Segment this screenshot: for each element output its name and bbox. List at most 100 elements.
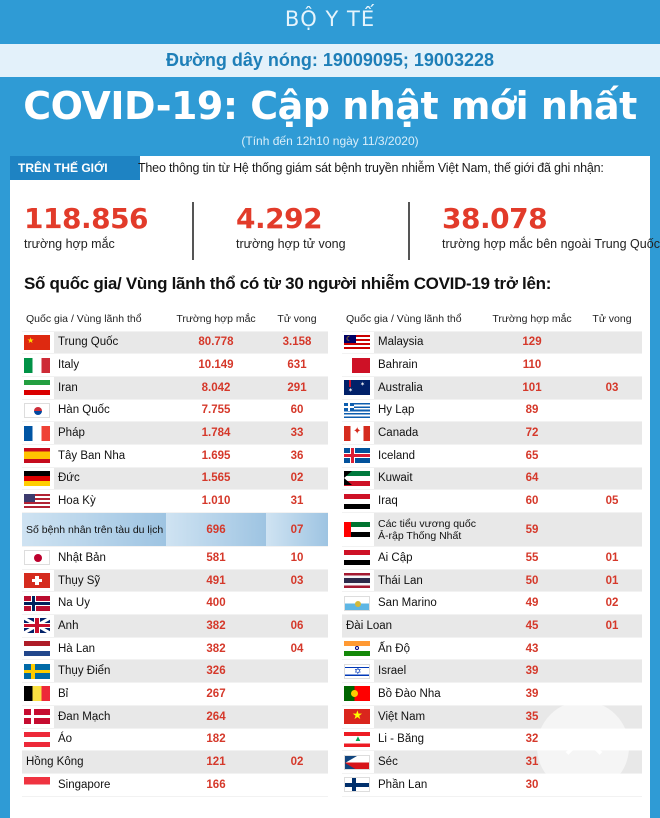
country-name: Việt Nam — [374, 705, 482, 729]
stat-outside-china: 38.078 trường hợp mắc bên ngoài Trung Qu… — [442, 202, 660, 251]
deaths-value: 01 — [582, 569, 642, 593]
cases-value: 491 — [166, 569, 266, 593]
deaths-value: 06 — [266, 614, 328, 638]
us-flag-icon — [22, 489, 54, 513]
table-row: ☾ Malaysia 129 — [342, 331, 642, 355]
scroll-to-top-button[interactable] — [537, 701, 629, 793]
table-row: Hy Lạp 89 — [342, 399, 642, 423]
table-row: Ấn Độ 43 — [342, 637, 642, 661]
country-name: Séc — [374, 750, 482, 774]
cases-value: 101 — [482, 376, 582, 400]
table-row: Số bệnh nhân trên tàu du lịch 696 07 — [22, 512, 328, 547]
cases-value: 581 — [166, 546, 266, 570]
cases-value: 1.010 — [166, 489, 266, 513]
country-name: Các tiểu vương quốc Ả-rập Thống Nhất — [374, 512, 482, 547]
country-name: Hy Lạp — [374, 399, 482, 423]
country-name: Hà Lan — [54, 637, 166, 661]
deaths-value: 05 — [582, 489, 642, 513]
table-row: Đan Mạch 264 — [22, 705, 328, 729]
it-flag-icon — [22, 353, 54, 377]
country-name: Israel — [374, 659, 482, 684]
stat-value: 4.292 — [236, 202, 323, 235]
cases-value: 1.565 — [166, 467, 266, 491]
table-row: ✡ Israel 39 — [342, 659, 642, 684]
country-name: Áo — [54, 728, 166, 752]
column-header-cases: Trường hợp mắc — [482, 307, 582, 332]
country-name: Hoa Kỳ — [54, 489, 166, 513]
country-table-left: Quốc gia / Vùng lãnh thổ Trường hợp mắc Tử… — [22, 307, 328, 797]
table-row: Iraq 60 05 — [342, 489, 642, 513]
bh-flag-icon — [342, 353, 374, 377]
table-row: Đài Loan 45 01 — [342, 614, 642, 638]
kr-flag-icon — [22, 399, 54, 423]
cases-value: 382 — [166, 614, 266, 638]
th-flag-icon — [342, 569, 374, 593]
table-row: Áo 182 — [22, 728, 328, 752]
cases-value: 1.695 — [166, 444, 266, 468]
cn-flag-icon: ★ — [22, 331, 54, 355]
as-of-timestamp: (Tính đến 12h10 ngày 11/3/2020) — [241, 134, 419, 148]
deaths-value — [266, 773, 328, 797]
deaths-value: 02 — [266, 750, 328, 774]
stat-deaths: 4.292 trường hợp tử vong — [236, 202, 346, 251]
table-row: Italy 10.149 631 — [22, 353, 328, 377]
country-name: Nhật Bản — [54, 546, 166, 570]
cases-value: 129 — [482, 331, 582, 355]
table-row: Các tiểu vương quốc Ả-rập Thống Nhất 59 — [342, 512, 642, 547]
table-row: San Marino 49 02 — [342, 591, 642, 616]
country-name: Canada — [374, 421, 482, 445]
cases-value: 49 — [482, 591, 582, 616]
table-row: Đức 1.565 02 — [22, 467, 328, 491]
section-heading: Số quốc gia/ Vùng lãnh thổ có từ 30 ngườ… — [24, 274, 552, 293]
cases-value: 60 — [482, 489, 582, 513]
deaths-value — [266, 659, 328, 684]
ca-flag-icon: ✦ — [342, 421, 374, 445]
country-name: Ai Cập — [374, 546, 482, 570]
cases-value: 1.784 — [166, 421, 266, 445]
table-row: Iceland 65 — [342, 444, 642, 468]
sg-flag-icon — [22, 773, 54, 797]
country-name: Bồ Đào Nha — [374, 682, 482, 706]
table-row: ★ Trung Quốc 80.778 3.158 — [22, 331, 328, 355]
deaths-value: 07 — [266, 512, 328, 547]
divider — [192, 202, 194, 260]
table-row: Thụy Điển 326 — [22, 659, 328, 684]
deaths-value: 60 — [266, 399, 328, 423]
column-header-deaths: Tử vong — [582, 307, 642, 332]
cases-value: 55 — [482, 546, 582, 570]
pt-flag-icon — [342, 682, 374, 706]
ae-flag-icon — [342, 512, 374, 547]
table-row: Hàn Quốc 7.755 60 — [22, 399, 328, 423]
cases-value: 267 — [166, 682, 266, 706]
gr-flag-icon — [342, 399, 374, 423]
table-row: Hồng Kông 121 02 — [22, 750, 328, 774]
cases-value: 326 — [166, 659, 266, 684]
country-name: Ấn Độ — [374, 637, 482, 661]
fr-flag-icon — [22, 421, 54, 445]
deaths-value: 02 — [582, 591, 642, 616]
nl-flag-icon — [22, 637, 54, 661]
country-name: San Marino — [374, 591, 482, 616]
dk-flag-icon — [22, 705, 54, 729]
cases-value: 72 — [482, 421, 582, 445]
cases-value: 264 — [166, 705, 266, 729]
deaths-value: 10 — [266, 546, 328, 570]
country-name: Hàn Quốc — [54, 399, 166, 423]
be-flag-icon — [22, 682, 54, 706]
country-name: Phần Lan — [374, 773, 482, 797]
country-name: Na Uy — [54, 591, 166, 616]
table-row: Nhật Bản 581 10 — [22, 546, 328, 570]
ch-flag-icon — [22, 569, 54, 593]
column-header-deaths: Tử vong — [266, 307, 328, 332]
country-name: Iran — [54, 376, 166, 400]
country-name: Iceland — [374, 444, 482, 468]
de-flag-icon — [22, 467, 54, 491]
country-name: Bahrain — [374, 353, 482, 377]
at-flag-icon — [22, 728, 54, 752]
country-name: Thái Lan — [374, 569, 482, 593]
page-title: COVID-19: Cập nhật mới nhất — [23, 84, 637, 128]
deaths-value: 3.158 — [266, 331, 328, 355]
deaths-value: 31 — [266, 489, 328, 513]
cases-value: 80.778 — [166, 331, 266, 355]
stat-value: 118.856 — [24, 202, 149, 235]
